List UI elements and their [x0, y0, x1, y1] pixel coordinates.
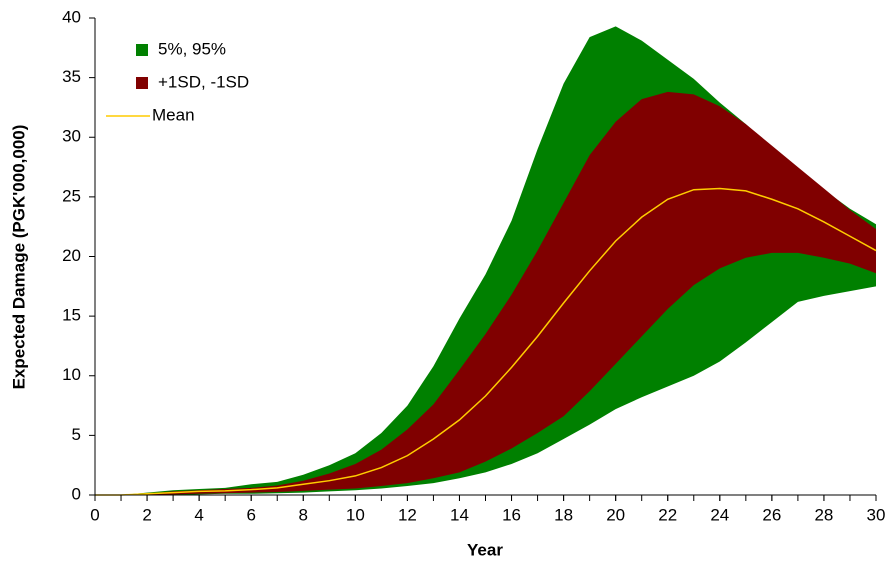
y-axis-label: Expected Damage (PGK'000,000): [9, 125, 28, 390]
legend-label: +1SD, -1SD: [158, 72, 249, 91]
x-tick-label: 2: [142, 505, 151, 524]
x-tick-label: 18: [554, 505, 573, 524]
y-tick-label: 20: [62, 246, 81, 265]
x-tick-label: 14: [450, 505, 469, 524]
band-area: [95, 91, 876, 495]
x-tick-label: 12: [398, 505, 417, 524]
legend-swatch: [136, 77, 148, 89]
x-tick-label: 0: [90, 505, 99, 524]
legend-swatch: [136, 44, 148, 56]
x-tick-label: 30: [867, 505, 886, 524]
y-tick-label: 10: [62, 365, 81, 384]
mean-line: [95, 187, 877, 496]
y-tick-label: 35: [62, 67, 81, 86]
x-tick-label: 10: [346, 505, 365, 524]
y-tick-label: 5: [72, 425, 81, 444]
y-tick-label: 15: [62, 306, 81, 325]
x-tick-label: 16: [502, 505, 521, 524]
x-tick-label: 6: [246, 505, 255, 524]
x-tick-label: 20: [606, 505, 625, 524]
x-tick-label: 8: [299, 505, 308, 524]
legend-label: 5%, 95%: [158, 39, 226, 58]
x-tick-label: 28: [814, 505, 833, 524]
y-tick-label: 30: [62, 127, 81, 146]
y-tick-label: 0: [72, 484, 81, 503]
legend-label: Mean: [152, 105, 195, 124]
x-axis-label: Year: [467, 540, 503, 559]
y-tick-label: 25: [62, 186, 81, 205]
x-tick-label: 26: [762, 505, 781, 524]
x-tick-label: 4: [194, 505, 203, 524]
y-tick-label: 40: [62, 7, 81, 26]
x-tick-label: 24: [710, 505, 729, 524]
x-tick-label: 22: [658, 505, 677, 524]
